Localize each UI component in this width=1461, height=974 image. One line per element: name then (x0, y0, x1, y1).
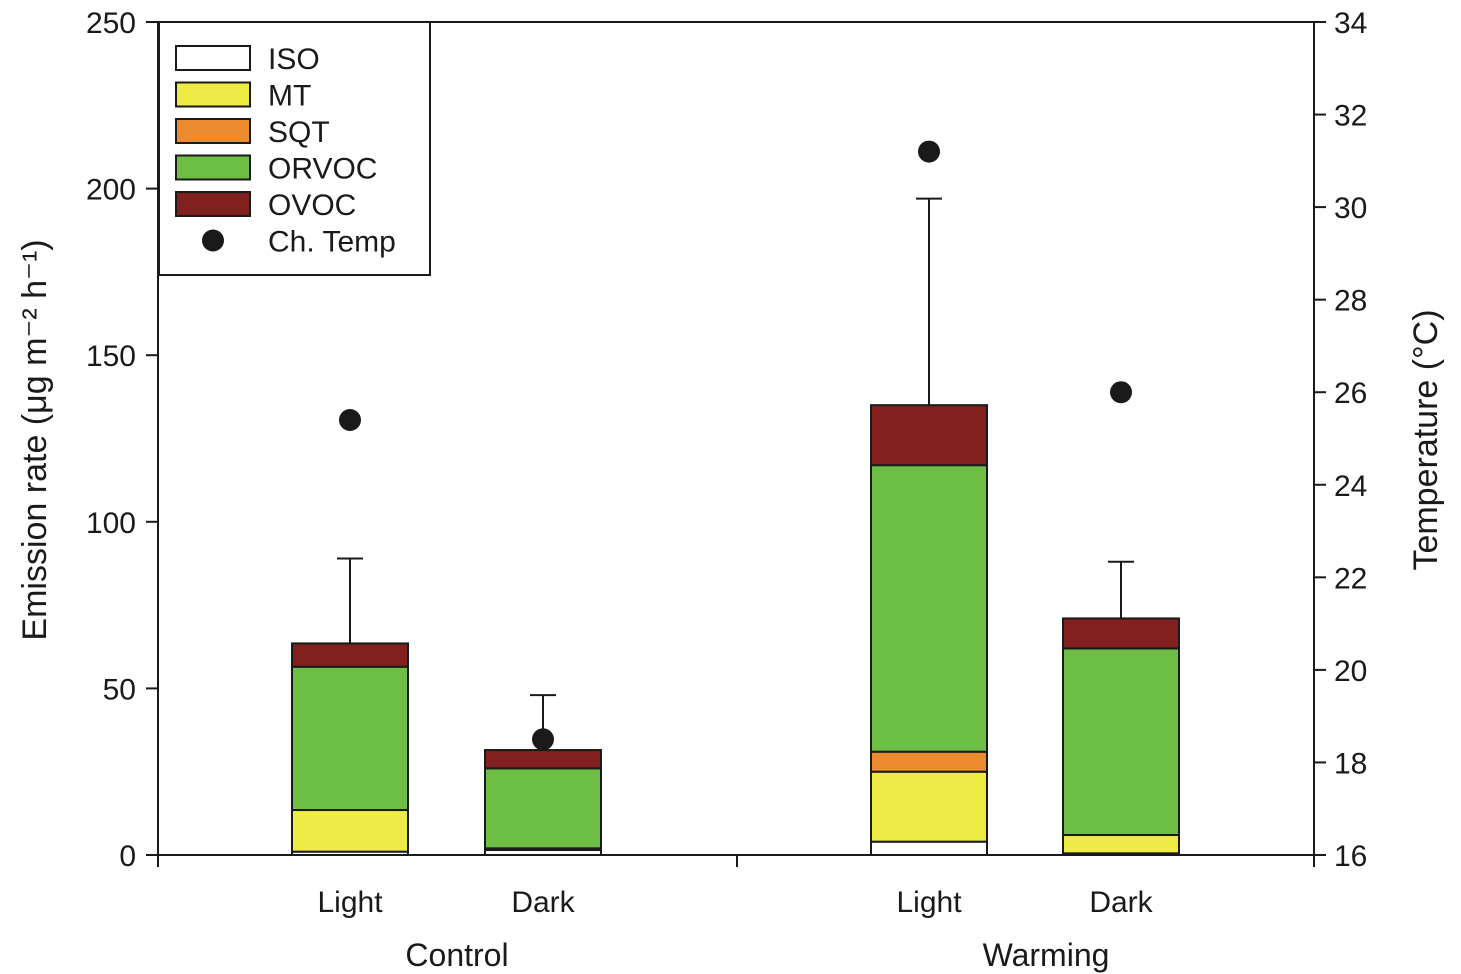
y2-tick-label: 18 (1334, 747, 1367, 780)
y2-tick-label: 30 (1334, 192, 1367, 225)
category-label: Dark (511, 886, 575, 919)
legend-marker-temperature (202, 229, 224, 252)
bar-segment-orvoc-2 (870, 464, 988, 753)
bar-segment-mt-0 (291, 809, 409, 853)
bar-segment-mt-2 (870, 770, 988, 843)
legend-label: ORVOC (268, 153, 377, 186)
y2-tick-label: 26 (1334, 377, 1367, 410)
y2-tick-label: 32 (1334, 100, 1367, 133)
y-tick-label: 0 (119, 840, 136, 873)
y2-tick-label: 24 (1334, 470, 1367, 503)
category-label: Light (896, 886, 962, 919)
legend-label: OVOC (268, 189, 356, 222)
bar-segment-ovoc-1 (484, 749, 602, 770)
bar-segment-ovoc-0 (291, 642, 409, 668)
bar-segment-ovoc-2 (870, 404, 988, 467)
y2-tick-label: 34 (1334, 7, 1367, 40)
y2-tick-label: 20 (1334, 655, 1367, 688)
category-label: Light (317, 886, 383, 919)
bar-segment-orvoc-3 (1062, 647, 1180, 837)
y-tick-label: 100 (86, 507, 136, 540)
group-label: Warming (983, 937, 1110, 973)
legend-label: MT (268, 80, 311, 113)
y2-tick-label: 22 (1334, 562, 1367, 595)
bar-segment-orvoc-1 (484, 767, 602, 850)
temperature-point-3 (1110, 381, 1132, 404)
legend-label: SQT (268, 116, 330, 149)
legend-label: Ch. Temp (268, 226, 396, 259)
bar-segment-mt-3 (1062, 834, 1180, 855)
legend-label: ISO (268, 43, 320, 76)
y2-axis-title: Temperature (°C) (1407, 309, 1445, 570)
temperature-point-1 (532, 728, 554, 751)
bars (291, 197, 1180, 857)
legend-swatch-mt (175, 81, 251, 108)
legend-swatch-iso (175, 45, 251, 71)
temperature-points (339, 140, 1132, 751)
y2-tick-label: 16 (1334, 840, 1367, 873)
y-tick-label: 50 (103, 673, 136, 706)
temperature-point-2 (918, 140, 940, 163)
y-tick-label: 150 (86, 340, 136, 373)
bar-segment-ovoc-3 (1062, 617, 1180, 650)
axes: 0 50 100 150 200 250 16 18 20 22 24 26 28 30 32 34 Light… (16, 7, 1445, 973)
y-tick-label: 250 (86, 7, 136, 40)
category-label: Dark (1089, 886, 1153, 919)
group-label: Control (405, 937, 508, 973)
temperature-point-0 (339, 408, 361, 431)
bar-segment-sqt-2 (870, 750, 988, 773)
bar-segment-orvoc-0 (291, 665, 409, 812)
legend-swatch-ovoc (175, 191, 251, 217)
legend-swatch-orvoc (175, 154, 251, 181)
y2-tick-label: 28 (1334, 285, 1367, 318)
legend-swatch-sqt (175, 118, 251, 144)
y-tick-label: 200 (86, 174, 136, 207)
y-axis-title: Emission rate (μg m⁻² h⁻¹) (16, 239, 54, 640)
bar-segment-iso-2 (870, 840, 988, 856)
